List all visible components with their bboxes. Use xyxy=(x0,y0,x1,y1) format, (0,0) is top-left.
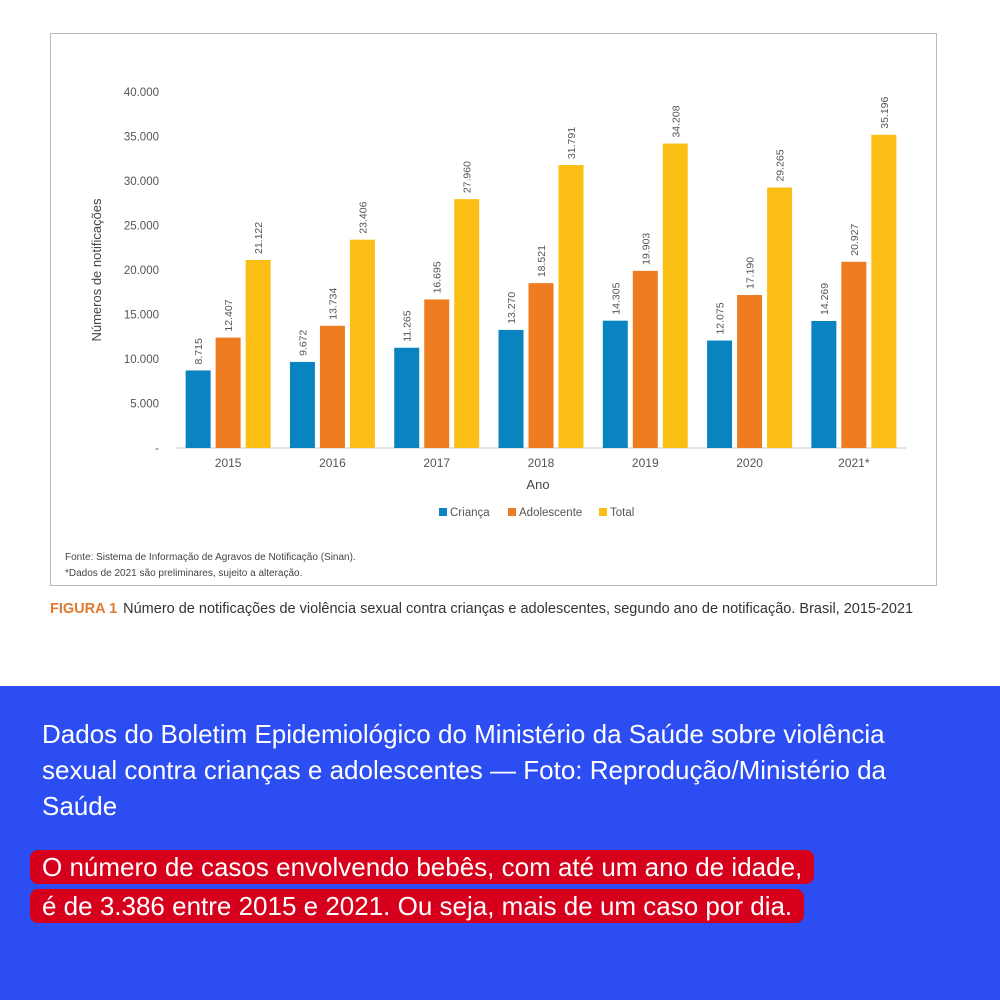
highlight-text: O número de casos envolvendo bebês, com … xyxy=(30,850,815,923)
bar-adolescente-2015 xyxy=(215,337,241,448)
bar-chart: - 5.000 10.000 15.000 20.000 25.000 30.000 35.0… xyxy=(89,87,906,519)
source-note: Fonte: Sistema de Informação de Agravos … xyxy=(65,550,356,582)
legend-swatch xyxy=(508,508,516,516)
y-tick-label: 40.000 xyxy=(124,87,159,99)
data-label: 13.734 xyxy=(327,287,339,319)
data-label: 11.265 xyxy=(402,310,414,341)
figure-label: FIGURA 1 xyxy=(50,601,118,617)
legend-swatch xyxy=(599,508,607,516)
source-line: Fonte: Sistema de Informação de Agravos … xyxy=(65,552,356,563)
data-label: 23.406 xyxy=(357,201,369,233)
bar-total-2019 xyxy=(662,143,688,448)
data-label: 29.265 xyxy=(775,149,787,181)
x-tick-label: 2016 xyxy=(319,456,346,470)
x-tick-label: 2020 xyxy=(736,456,763,470)
bar-criança-2021 xyxy=(811,321,837,448)
bar-adolescente-2018 xyxy=(528,283,554,448)
bar-total-2020 xyxy=(767,187,793,448)
y-tick-label: 20.000 xyxy=(124,265,159,277)
highlight-box: O número de casos envolvendo bebês, com … xyxy=(30,848,815,926)
preliminary-note: *Dados de 2021 são preliminares, sujeito… xyxy=(65,568,303,579)
bar-adolescente-2019 xyxy=(632,270,658,448)
data-label: 12.407 xyxy=(223,299,235,331)
data-label: 21.122 xyxy=(253,222,265,254)
bar-criança-2018 xyxy=(498,329,524,448)
data-label: 12.075 xyxy=(715,302,727,334)
bar-adolescente-2017 xyxy=(424,299,450,448)
chart-frame: - 5.000 10.000 15.000 20.000 25.000 30.000 35.0… xyxy=(50,33,937,586)
data-label: 13.270 xyxy=(506,292,518,324)
bar-criança-2019 xyxy=(602,320,628,448)
bar-criança-2016 xyxy=(289,361,315,448)
data-label: 14.269 xyxy=(819,283,831,315)
legend-swatch xyxy=(439,508,447,516)
figure-caption-text: Número de notificações de violência sexu… xyxy=(123,601,914,617)
x-tick-label: 2018 xyxy=(528,456,555,470)
bar-total-2018 xyxy=(558,165,584,448)
data-label: 34.208 xyxy=(670,105,682,137)
bar-adolescente-2016 xyxy=(319,325,345,448)
data-label: 31.791 xyxy=(566,127,578,159)
data-label: 17.190 xyxy=(745,257,757,289)
data-label: 16.695 xyxy=(432,261,444,293)
panel-description: Dados do Boletim Epidemiológico do Minis… xyxy=(42,719,886,821)
figure-caption: FIGURA 1 Número de notificações de violên… xyxy=(50,600,950,619)
y-axis-label: Números de notificações xyxy=(89,198,104,342)
legend-label: Criança xyxy=(450,507,490,519)
bar-adolescente-2021 xyxy=(841,261,867,448)
bar-criança-2017 xyxy=(394,347,420,448)
y-tick-label: 25.000 xyxy=(124,221,159,233)
y-tick-label: 35.000 xyxy=(124,132,159,144)
legend-label: Adolescente xyxy=(519,507,582,519)
data-label: 8.715 xyxy=(193,338,205,364)
bar-total-2015 xyxy=(245,260,271,448)
x-tick-label: 2021* xyxy=(838,456,870,470)
bar-criança-2015 xyxy=(185,370,211,448)
bar-total-2021 xyxy=(871,134,897,448)
y-tick-label: 10.000 xyxy=(124,354,159,366)
x-tick-label: 2019 xyxy=(632,456,659,470)
data-label: 18.521 xyxy=(536,245,548,277)
data-label: 14.305 xyxy=(610,282,622,314)
data-label: 27.960 xyxy=(462,161,474,193)
bar-total-2016 xyxy=(349,239,375,448)
bar-criança-2020 xyxy=(707,340,733,448)
data-label: 35.196 xyxy=(879,96,891,128)
data-label: 20.927 xyxy=(849,223,861,255)
x-tick-label: 2015 xyxy=(215,456,242,470)
bar-adolescente-2020 xyxy=(737,295,763,448)
y-tick-label: - xyxy=(155,443,159,455)
y-tick-label: 15.000 xyxy=(124,310,159,322)
x-axis-label: Ano xyxy=(526,477,549,492)
data-label: 19.903 xyxy=(640,233,652,265)
legend-label: Total xyxy=(610,507,634,519)
data-label: 9.672 xyxy=(297,329,309,355)
y-tick-label: 30.000 xyxy=(124,176,159,188)
bar-total-2017 xyxy=(454,199,480,448)
x-tick-label: 2017 xyxy=(423,456,450,470)
y-tick-label: 5.000 xyxy=(130,399,159,411)
info-panel xyxy=(0,686,1000,1000)
